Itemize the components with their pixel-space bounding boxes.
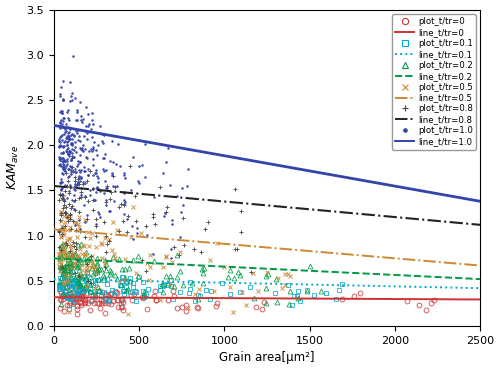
X-axis label: Grain area[μm²]: Grain area[μm²]: [220, 352, 315, 364]
Legend: plot_t/tr=0, line_t/tr=0, plot_t/tr=0.1, line_t/tr=0.1, plot_t/tr=0.2, line_t/tr: plot_t/tr=0, line_t/tr=0, plot_t/tr=0.1,…: [392, 14, 476, 149]
Y-axis label: $KAM_{ave}$: $KAM_{ave}$: [6, 145, 20, 191]
